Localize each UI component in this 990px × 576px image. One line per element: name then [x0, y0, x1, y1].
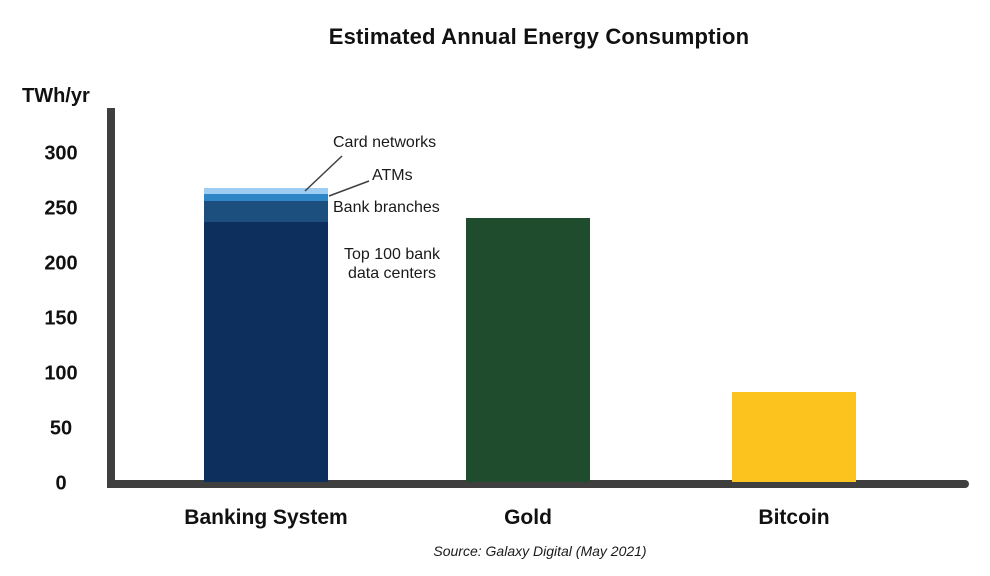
y-tick-label-100: 100: [44, 362, 78, 385]
y-tick-label-300: 300: [44, 142, 78, 165]
x-axis-line: [107, 480, 969, 488]
segment-bitcoin: [732, 391, 856, 482]
data-centers-annotation: Top 100 bank data centers: [343, 246, 441, 282]
segment-top-100-bank-data-centers: [204, 222, 328, 482]
y-tick-label-0: 0: [55, 472, 67, 495]
segment-bank-branches: [204, 201, 328, 223]
card-networks-annotation: Card networks: [333, 134, 437, 151]
bank-branches-annotation: Bank branches: [333, 199, 440, 216]
category-label-gold: Gold: [504, 506, 552, 529]
y-tick-label-150: 150: [44, 307, 78, 330]
chart-title: Estimated Annual Energy Consumption: [328, 24, 750, 49]
y-axis-line: [107, 108, 115, 488]
bar-banking-system: [204, 188, 328, 482]
atms-annotation: ATMs: [372, 167, 413, 184]
segment-atms: [204, 193, 328, 202]
y-tick-label-50: 50: [49, 417, 73, 440]
atms-leader-line: [328, 180, 370, 197]
segment-gold: [466, 218, 590, 482]
bar-gold: [466, 218, 590, 482]
y-axis-unit-label: TWh/yr: [22, 85, 90, 107]
y-tick-label-200: 200: [44, 252, 78, 275]
card-networks-leader-line: [304, 155, 343, 192]
segment-card-networks: [204, 188, 328, 194]
category-label-banking-system: Banking System: [184, 506, 348, 529]
y-tick-label-250: 250: [44, 197, 78, 220]
source-attribution: Source: Galaxy Digital (May 2021): [433, 543, 647, 559]
bar-bitcoin: [732, 391, 856, 482]
category-label-bitcoin: Bitcoin: [758, 506, 830, 529]
